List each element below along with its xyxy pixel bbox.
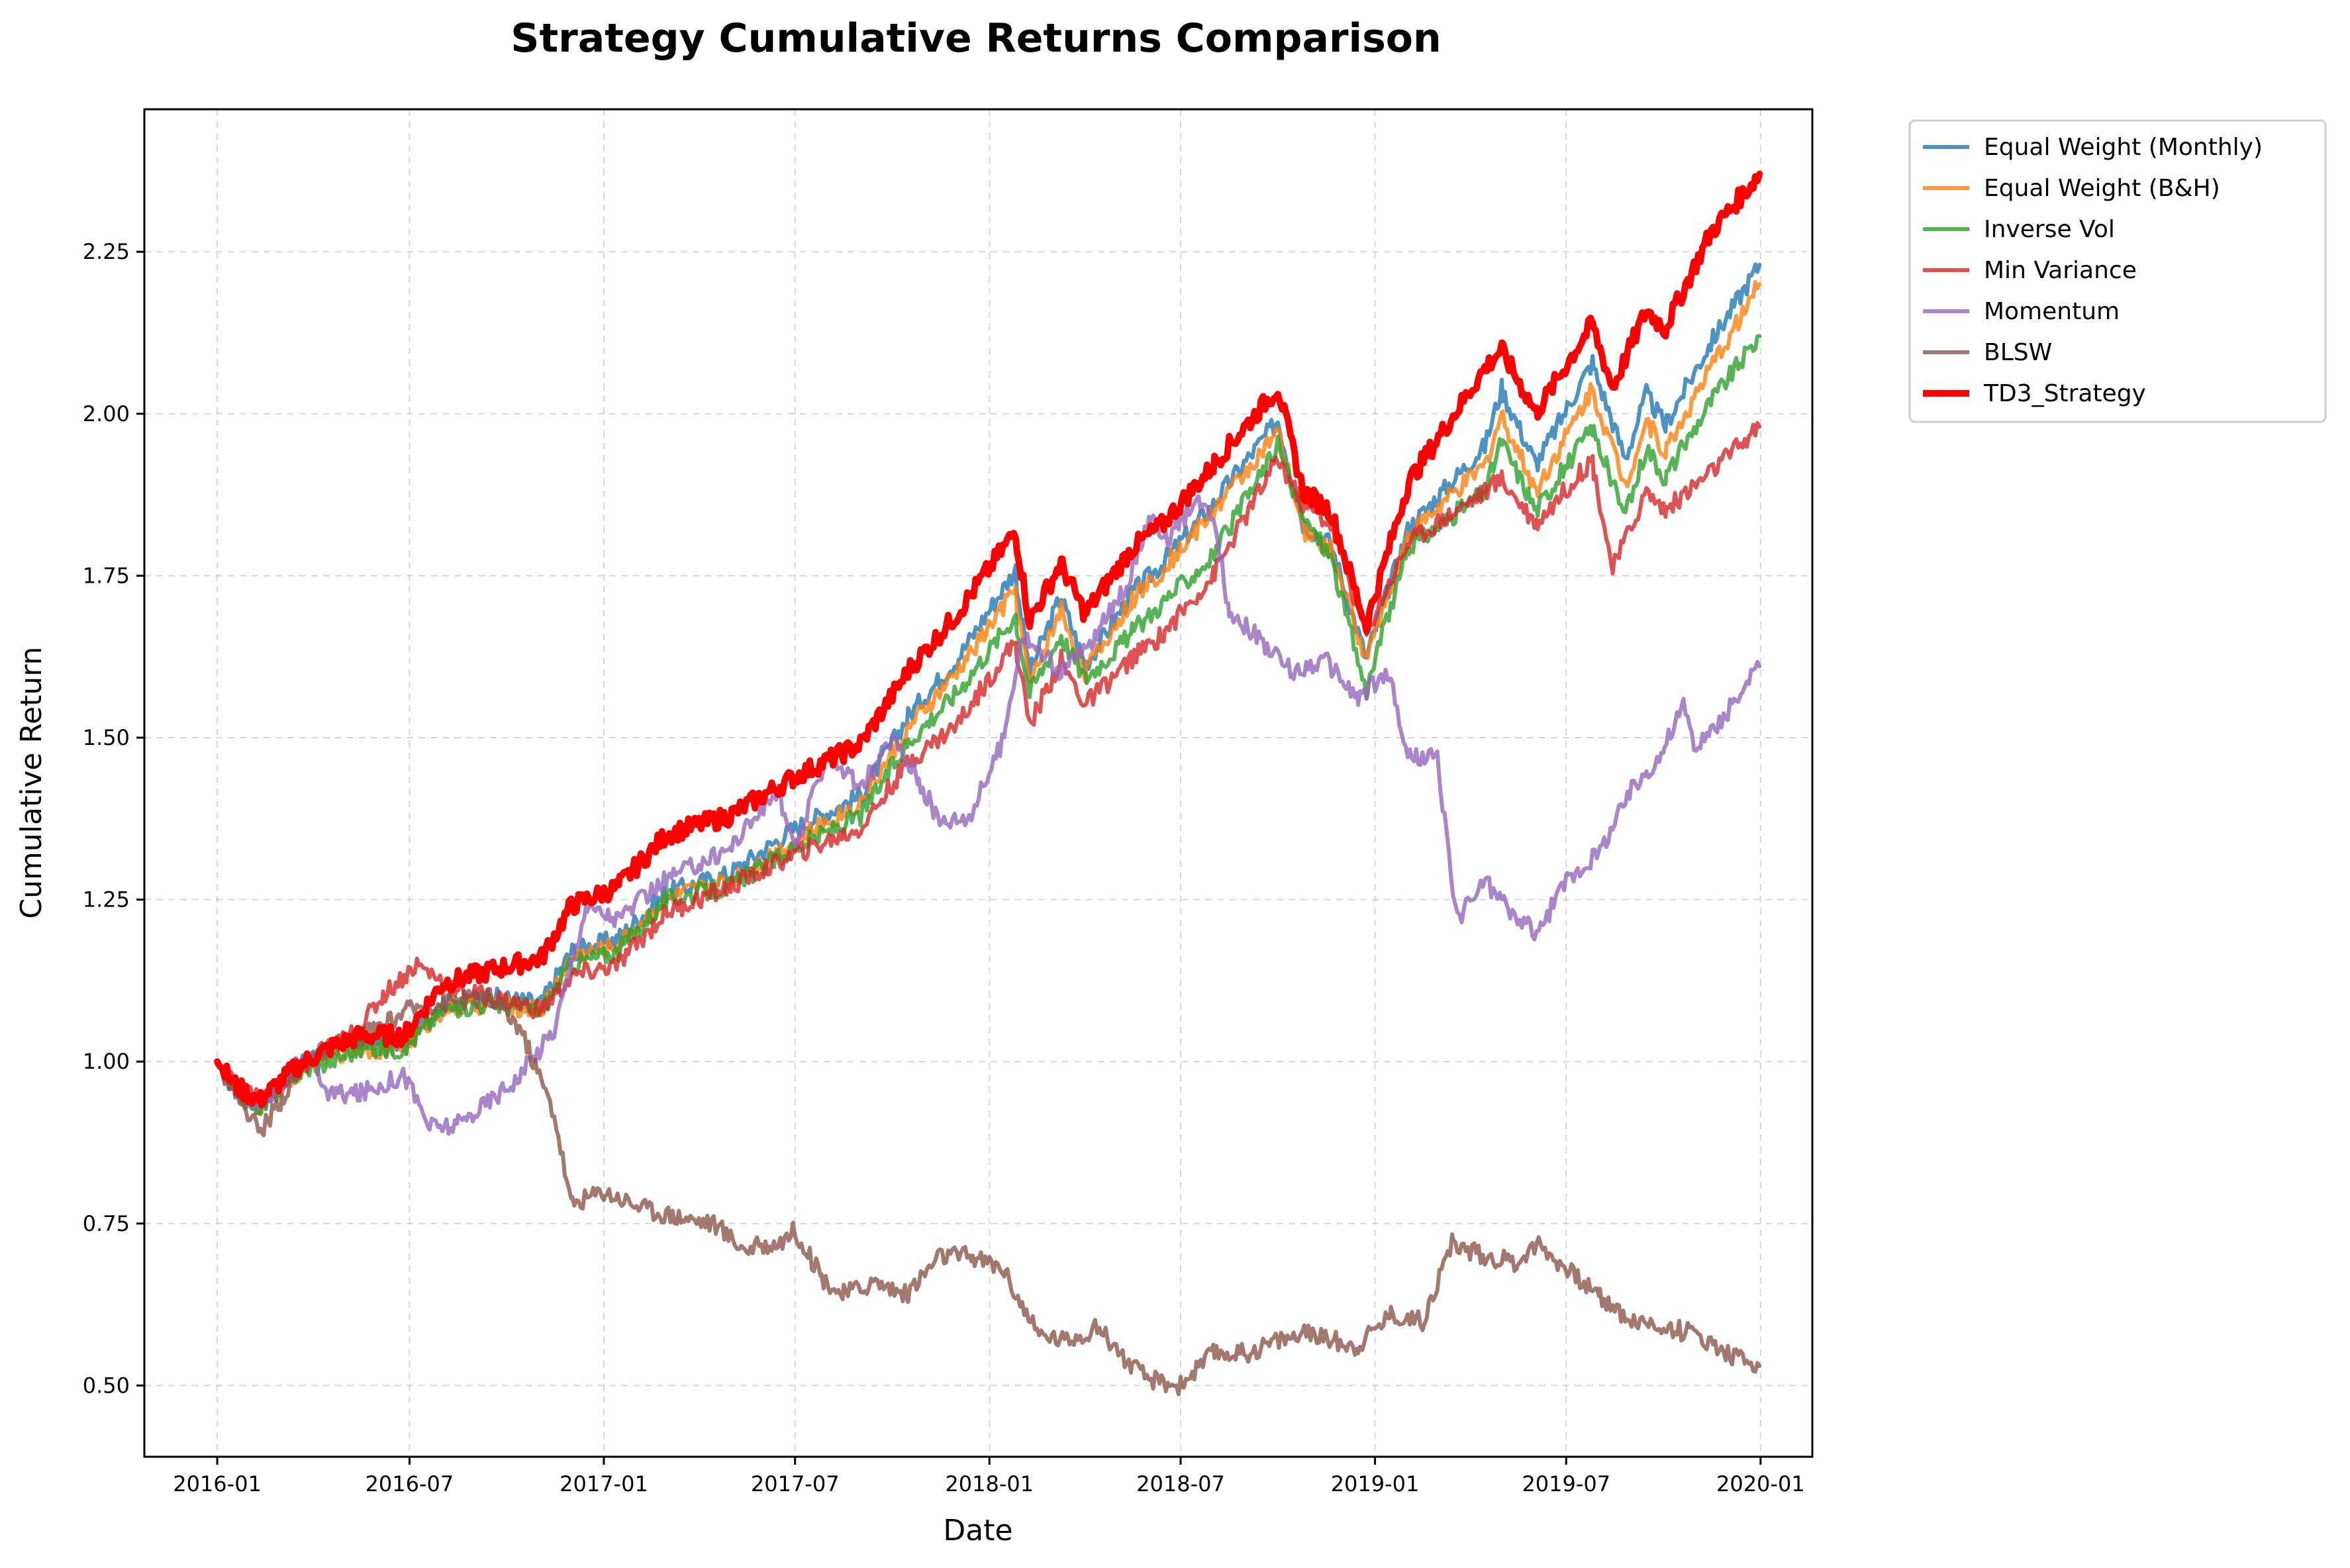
y-tick-label: 0.75 [83,1211,130,1236]
x-tick-label: 2019-01 [1331,1471,1420,1496]
tick-layer: 2016-01 2016-07 2017-01 2017-07 2018-01 2018-… [83,239,1805,1496]
y-tick-label: 2.00 [83,401,130,426]
y-tick-label: 2.25 [83,239,130,264]
series-line-td3-strategy [214,170,1763,1108]
series-layer [214,170,1763,1396]
legend-entry: Momentum [1984,298,2120,325]
legend: Equal Weight (Monthly) Equal Weight (B&H)… [1908,119,2327,423]
x-axis-label: Date [943,1514,1012,1547]
y-tick-label: 1.75 [83,563,130,588]
x-tick-label: 2016-07 [366,1471,454,1496]
plot-frame [143,108,1814,1458]
x-tick-label: 2020-01 [1716,1471,1805,1496]
legend-entry: TD3_Strategy [1983,380,2146,407]
x-tick-label: 2017-07 [751,1471,840,1496]
legend-frame [1908,119,2327,423]
series-line-inverse-vol [215,334,1762,1116]
y-tick-label: 0.50 [83,1373,130,1398]
legend-entry: Inverse Vol [1984,216,2115,243]
x-tick-label: 2016-01 [173,1471,262,1496]
y-tick-label: 1.00 [83,1049,130,1074]
legend-entry: BLSW [1984,339,2052,366]
x-tick-label: 2017-01 [560,1471,648,1496]
x-tick-label: 2018-07 [1136,1471,1225,1496]
x-tick-label: 2018-01 [945,1471,1034,1496]
series-line-min-variance [215,420,1762,1106]
y-axis-label: Cumulative Return [15,646,48,918]
series-line-momentum [215,494,1762,1136]
y-tick-label: 1.50 [83,725,130,750]
series-line-blsw [215,987,1762,1396]
legend-entry: Min Variance [1984,257,2137,284]
x-tick-label: 2019-07 [1522,1471,1610,1496]
legend-entry: Equal Weight (B&H) [1984,175,2220,202]
legend-entry: Equal Weight (Monthly) [1984,134,2263,161]
y-tick-label: 1.25 [83,887,130,912]
chart-title: Strategy Cumulative Returns Comparison [511,15,1442,62]
